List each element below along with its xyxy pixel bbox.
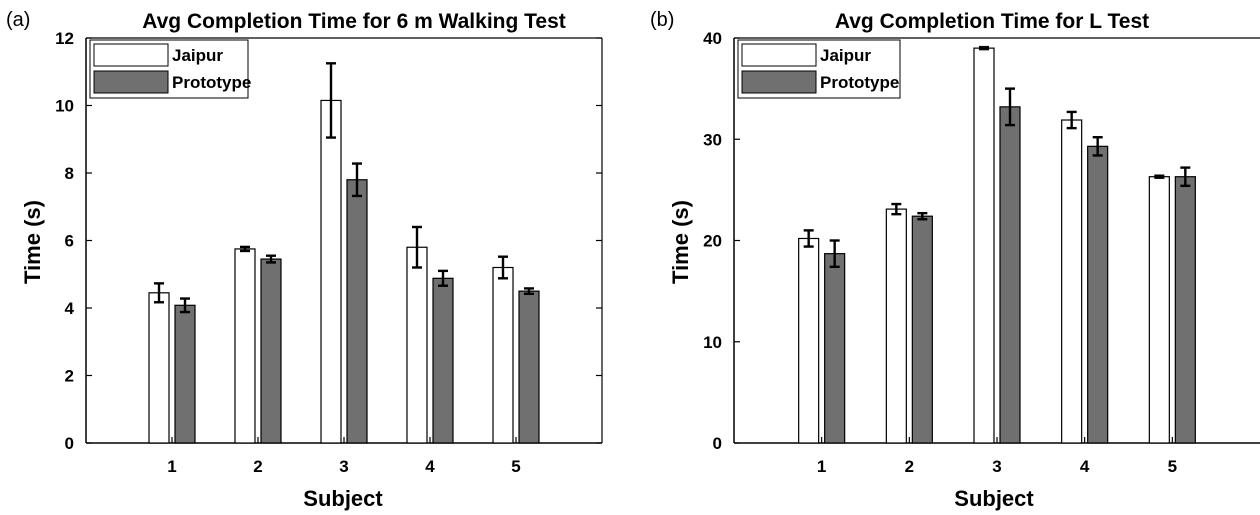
panel-b-legend-swatch-jaipur [741, 43, 817, 67]
panel-a-bar-prototype [260, 258, 282, 444]
panel-a-y-tick-label: 8 [65, 164, 74, 183]
panel-a-legend-swatch-prototype [93, 70, 169, 94]
chart-panel-b: (b) Avg Completion Time for L Test Subje… [650, 9, 1260, 511]
panel-b-y-tick-label: 0 [713, 434, 722, 453]
panel-b-bar-prototype [999, 106, 1021, 444]
panel-a-error-bar [180, 297, 190, 314]
panel-b-x-tick-label: 3 [992, 457, 1001, 476]
panel-b-bar-jaipur [798, 237, 820, 444]
panel-b-label: (b) [650, 9, 674, 31]
panel-a-x-tick-label: 1 [167, 457, 176, 476]
panel-b-error-bar [917, 211, 928, 221]
panel-a-bar-jaipur [406, 246, 428, 444]
panel-a-legend: Jaipur Prototype [89, 39, 251, 99]
panel-b-legend-label-jaipur: Jaipur [820, 46, 871, 65]
panel-a-x-tick-label: 5 [511, 457, 520, 476]
panel-b-error-bar [1154, 174, 1165, 179]
panel-a-bar-prototype [346, 179, 368, 444]
panel-a-y-tick-label: 0 [65, 434, 74, 453]
panel-a-error-bar [498, 255, 508, 280]
panel-b-error-bar [803, 229, 814, 248]
panel-a-error-bar [438, 269, 448, 287]
panel-b-error-bar [891, 202, 902, 216]
panel-b-bar-jaipur [1148, 176, 1170, 444]
chart-panel-a: (a) Avg Completion Time for 6 m Walking … [6, 9, 603, 511]
panel-a-label: (a) [6, 9, 30, 31]
panel-a-y-tick-label: 10 [55, 97, 74, 116]
panel-a-bar-prototype [518, 290, 540, 444]
panel-a-y-tick-label: 12 [55, 29, 74, 48]
panel-b-legend-label-prototype: Prototype [820, 73, 899, 92]
panel-b-error-bar [1180, 166, 1191, 188]
panel-b-legend-swatch-prototype [741, 70, 817, 94]
panel-a-y-tick-label: 6 [65, 232, 74, 251]
panel-a-bar-prototype [174, 304, 196, 444]
panel-a-bar-jaipur [492, 266, 514, 444]
panel-b-error-bar [1066, 110, 1077, 130]
panel-b-error-bar [1005, 87, 1015, 127]
panel-a-bar-prototype [432, 277, 454, 444]
panel-b-plot-area: 0 10 20 30 40 1 2 3 4 5 Jaipur Prototype [703, 29, 1260, 476]
panel-a-x-tick-label: 4 [425, 457, 435, 476]
panel-b-error-bar [979, 45, 989, 51]
panel-a-title: Avg Completion Time for 6 m Walking Test [142, 10, 566, 33]
panel-a-legend-label-jaipur: Jaipur [172, 46, 223, 65]
panel-a-ylabel: Time (s) [20, 200, 45, 284]
panel-a-legend-label-prototype: Prototype [172, 73, 251, 92]
panel-a-bar-jaipur [234, 248, 256, 444]
panel-b-bar-prototype [911, 215, 933, 444]
panel-b-bar-prototype [824, 253, 846, 444]
panel-b-title: Avg Completion Time for L Test [835, 10, 1149, 33]
panel-a-error-bar [326, 62, 336, 139]
panel-b-y-tick-label: 20 [703, 232, 722, 251]
panel-a-xlabel: Subject [303, 486, 383, 511]
panel-b-legend: Jaipur Prototype [737, 39, 901, 99]
panel-a-error-bar [240, 245, 250, 253]
panel-b-bar-jaipur [973, 47, 995, 444]
panel-a-y-tick-label: 2 [65, 367, 74, 386]
panel-b-bar-prototype [1087, 145, 1109, 444]
panel-b-error-bar [1092, 136, 1103, 157]
panel-b-y-tick-label: 10 [703, 333, 722, 352]
panel-a-error-bar [154, 282, 164, 304]
panel-a-bar-jaipur [148, 292, 170, 444]
panel-a-error-bar [266, 254, 276, 264]
panel-a-error-bar [352, 162, 362, 198]
panel-a-x-tick-label: 3 [339, 457, 348, 476]
panel-b-bar-jaipur [885, 208, 907, 444]
panel-b-bar-jaipur [1061, 119, 1083, 444]
panel-b-x-tick-label: 5 [1168, 457, 1177, 476]
panel-a-error-bar [412, 225, 422, 269]
panel-a-legend-swatch-jaipur [93, 43, 169, 67]
panel-b-y-tick-label: 30 [703, 130, 722, 149]
panel-b-bar-prototype [1174, 176, 1196, 444]
panel-a-y-tick-label: 4 [65, 299, 75, 318]
panel-b-error-bar [829, 239, 840, 269]
panel-b-y-tick-label: 40 [703, 29, 722, 48]
panel-b-x-tick-label: 2 [905, 457, 914, 476]
panel-b-xlabel: Subject [954, 486, 1034, 511]
panel-a-error-bar [524, 287, 534, 296]
panel-b-x-tick-label: 1 [817, 457, 826, 476]
panel-a-bar-jaipur [320, 99, 342, 444]
panel-b-ylabel: Time (s) [668, 200, 693, 284]
panel-b-x-tick-label: 4 [1080, 457, 1090, 476]
panel-a-x-tick-label: 2 [253, 457, 262, 476]
